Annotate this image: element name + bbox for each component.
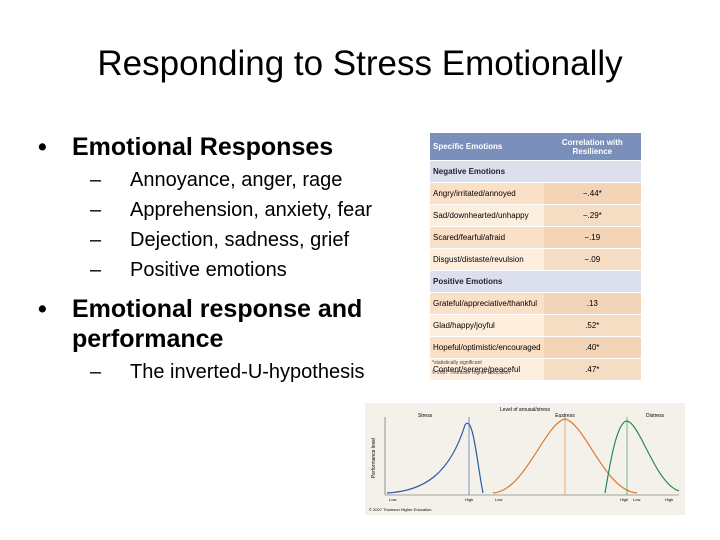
- table-cell: −.44*: [543, 182, 641, 205]
- emotion-table: Specific Emotions Correlation with Resili…: [430, 133, 641, 381]
- table-row: Glad/happy/joyful .52*: [430, 314, 641, 337]
- section-row: Negative Emotions: [430, 160, 641, 183]
- table-cell: Content/serene/peaceful: [430, 358, 544, 381]
- table-row: Disgust/distaste/revulsion −.09: [430, 248, 641, 271]
- table-cell: Sad/downhearted/unhappy: [430, 204, 544, 227]
- x-label: Low: [495, 497, 502, 502]
- figure-title: Level of arousal/stress: [500, 407, 551, 413]
- table-cell: .40*: [543, 336, 641, 359]
- header-row: Specific Emotions Correlation with Resili…: [430, 133, 641, 161]
- table-cell: Glad/happy/joyful: [430, 314, 544, 337]
- bullet: Emotional ResponsesAnnoyance, anger, rag…: [34, 132, 372, 282]
- section-cell: Positive Emotions: [430, 270, 544, 293]
- table-cell: .47*: [543, 358, 641, 381]
- header-cell: Specific Emotions: [430, 133, 544, 161]
- table-cell: Hopeful/optimistic/encouraged: [430, 336, 544, 359]
- header-cell: Correlation with Resilience: [543, 133, 641, 161]
- table-row: Scared/fearful/afraid −.19: [430, 226, 641, 249]
- table-credit: © 2007 Thomson Higher Education: [432, 370, 511, 376]
- table-row: Content/serene/peaceful .47*: [430, 358, 641, 381]
- x-label: Low: [633, 497, 640, 502]
- sub-bullet: Annoyance, anger, rage: [72, 168, 388, 192]
- stress-curve: [386, 422, 484, 494]
- bullet: Emotional response and performanceThe in…: [34, 294, 365, 384]
- table-row: Sad/downhearted/unhappy −.29*: [430, 204, 641, 227]
- figure-credit: © 2007 Thomson Higher Education: [369, 507, 431, 512]
- section-cell: Negative Emotions: [430, 160, 544, 183]
- panel-label: Distress: [646, 413, 665, 419]
- sub-bullet: Positive emotions: [72, 258, 388, 282]
- table-cell: .13: [543, 292, 641, 315]
- section-cell: [543, 270, 641, 293]
- bullet-text: Emotional Responses: [72, 133, 334, 161]
- section-cell: [543, 160, 641, 183]
- table-cell: Grateful/appreciative/thankful: [430, 292, 544, 315]
- sub-bullet: Dejection, sadness, grief: [72, 228, 388, 252]
- x-label: High: [665, 497, 673, 502]
- table-cell: Disgust/distaste/revulsion: [430, 248, 544, 271]
- table-row: Angry/irritated/annoyed −.44*: [430, 182, 641, 205]
- panel-label: Eustress: [555, 413, 575, 419]
- x-label: High: [465, 497, 473, 502]
- slide-title: Responding to Stress Emotionally: [97, 44, 623, 83]
- table-cell: Scared/fearful/afraid: [430, 226, 544, 249]
- table-footnote: *statistically significant: [432, 360, 482, 366]
- x-label: High: [620, 497, 628, 502]
- panel-label: Stress: [418, 413, 433, 419]
- table-row: Grateful/appreciative/thankful .13: [430, 292, 641, 315]
- table-cell: −.29*: [543, 204, 641, 227]
- table-cell: −.09: [543, 248, 641, 271]
- table-cell: −.19: [543, 226, 641, 249]
- sub-bullet: Apprehension, anxiety, fear: [72, 198, 388, 222]
- table-cell: .52*: [543, 314, 641, 337]
- sub-bullet: The inverted-U-hypothesis: [72, 360, 388, 384]
- bullet-text: Emotional response and performance: [72, 295, 363, 353]
- section-row: Positive Emotions: [430, 270, 641, 293]
- table-cell: Angry/irritated/annoyed: [430, 182, 544, 205]
- figure-background: [365, 403, 685, 515]
- y-label: Performance level: [371, 438, 377, 478]
- table-row: Hopeful/optimistic/encouraged .40*: [430, 336, 641, 359]
- x-label: Low: [389, 497, 396, 502]
- bullet-list: Emotional ResponsesAnnoyance, anger, rag…: [34, 132, 372, 396]
- arousal-figure: Level of arousal/stress Performance leve…: [365, 403, 685, 515]
